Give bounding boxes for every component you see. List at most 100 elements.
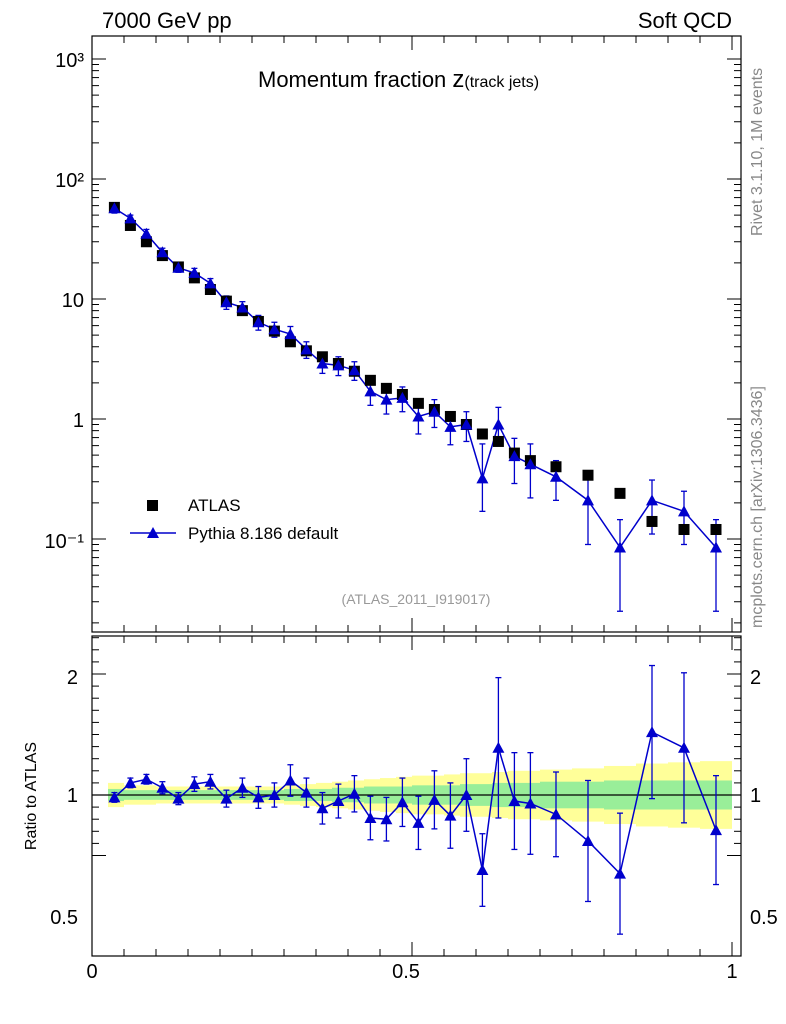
atlas-point xyxy=(380,382,392,394)
atlas-point xyxy=(492,435,504,447)
ratio-point xyxy=(348,787,361,799)
ratio-point xyxy=(460,789,473,800)
atlas-point xyxy=(284,336,296,348)
ratio-point xyxy=(380,813,393,825)
atlas-point xyxy=(316,351,328,363)
ratio-y-tick-label-right: 0.5 xyxy=(750,907,778,929)
main-data-points xyxy=(108,201,722,612)
ratio-point xyxy=(124,776,137,788)
ratio-point xyxy=(316,802,329,814)
header-left: 7000 GeV pp xyxy=(102,8,232,33)
pythia-point xyxy=(284,328,297,340)
legend: ATLAS Pythia 8.186 default xyxy=(130,496,339,543)
pythia-point xyxy=(428,405,441,417)
atlas-point xyxy=(646,515,658,527)
pythia-point xyxy=(220,296,233,308)
atlas-point xyxy=(124,219,136,231)
ratio-point xyxy=(364,811,377,823)
atlas-point xyxy=(412,397,424,409)
ratio-plot: 2 1 0.5 2 1 0.5 Ratio to ATLAS 0 0.5 1 xyxy=(23,635,778,983)
ratio-point xyxy=(284,774,297,786)
pythia-point xyxy=(550,470,562,482)
ratio-point xyxy=(396,796,409,808)
atlas-point xyxy=(710,523,722,535)
atlas-point xyxy=(614,487,626,499)
pythia-point xyxy=(172,261,185,273)
ratio-data-points xyxy=(108,664,722,935)
pythia-point xyxy=(236,301,249,313)
pythia-point xyxy=(204,277,217,289)
atlas-point xyxy=(204,283,216,295)
ratio-axis-ticks xyxy=(91,636,741,956)
ratio-point xyxy=(678,741,690,753)
plot-title: Momentum fraction z(track jets) xyxy=(258,66,539,93)
pythia-point xyxy=(710,541,722,553)
ratio-point xyxy=(268,789,281,800)
pythia-point xyxy=(300,343,313,355)
legend-atlas-label: ATLAS xyxy=(188,496,241,515)
pythia-point xyxy=(412,410,425,422)
ratio-point xyxy=(508,795,521,807)
ratio-point xyxy=(252,791,265,803)
atlas-point xyxy=(582,469,594,481)
main-y-tick-labels: 10⁻¹ 1 10 10² 10³ xyxy=(45,50,85,553)
title-sub: (track jets) xyxy=(464,74,539,91)
title-main: Momentum fraction xyxy=(258,67,452,92)
pythia-point xyxy=(140,227,153,239)
ratio-point xyxy=(412,816,425,828)
pythia-point xyxy=(646,494,658,506)
pythia-point xyxy=(678,505,690,517)
legend-pythia-label: Pythia 8.186 default xyxy=(188,524,339,543)
pythia-point xyxy=(582,494,594,506)
rivet-label: Rivet 3.1.10, 1M events xyxy=(749,68,766,236)
ratio-point xyxy=(524,797,537,809)
pythia-point xyxy=(252,316,265,328)
pythia-point xyxy=(348,364,361,376)
y-tick-label: 10⁻¹ xyxy=(45,531,85,553)
atlas-point xyxy=(140,236,152,248)
ratio-point xyxy=(550,808,562,820)
ratio-point xyxy=(204,775,217,787)
pythia-point xyxy=(316,357,329,369)
pythia-point xyxy=(444,420,457,432)
pythia-point xyxy=(380,393,393,405)
ratio-point xyxy=(476,864,489,876)
ratio-frame xyxy=(91,635,742,957)
pythia-point xyxy=(108,202,121,214)
ratio-point xyxy=(582,834,594,846)
ratio-point xyxy=(220,792,233,804)
ratio-point xyxy=(236,781,249,793)
header-right: Soft QCD xyxy=(638,8,732,33)
analysis-watermark: (ATLAS_2011_I919017) xyxy=(342,591,491,607)
ratio-y-tick-label: 1 xyxy=(67,785,78,807)
pythia-point xyxy=(614,541,626,553)
pythia-point xyxy=(124,212,137,224)
ratio-point xyxy=(172,792,185,804)
ratio-point xyxy=(332,795,345,807)
pythia-point xyxy=(508,450,521,462)
pythia-point xyxy=(188,266,201,278)
pythia-point xyxy=(364,385,377,397)
atlas-point xyxy=(444,410,456,422)
ratio-y-tick-label-right: 1 xyxy=(750,785,761,807)
ratio-point xyxy=(614,867,626,879)
y-tick-label: 10² xyxy=(55,170,84,192)
main-frame xyxy=(91,35,742,633)
ratio-point xyxy=(108,791,121,803)
legend-pythia-marker xyxy=(147,527,159,538)
pythia-point xyxy=(524,458,537,470)
atlas-point xyxy=(550,461,562,473)
pythia-point xyxy=(460,418,473,430)
ratio-point xyxy=(492,741,505,753)
main-axis-ticks xyxy=(91,36,741,632)
ratio-point xyxy=(444,809,457,821)
ratio-point xyxy=(710,824,722,836)
ratio-point xyxy=(140,773,153,785)
x-tick-label: 0 xyxy=(86,961,97,983)
ratio-y-label: Ratio to ATLAS xyxy=(23,742,40,850)
y-tick-label: 1 xyxy=(73,410,84,432)
x-tick-label: 0.5 xyxy=(392,961,420,983)
y-tick-label: 10³ xyxy=(55,50,84,72)
atlas-point xyxy=(364,374,376,386)
